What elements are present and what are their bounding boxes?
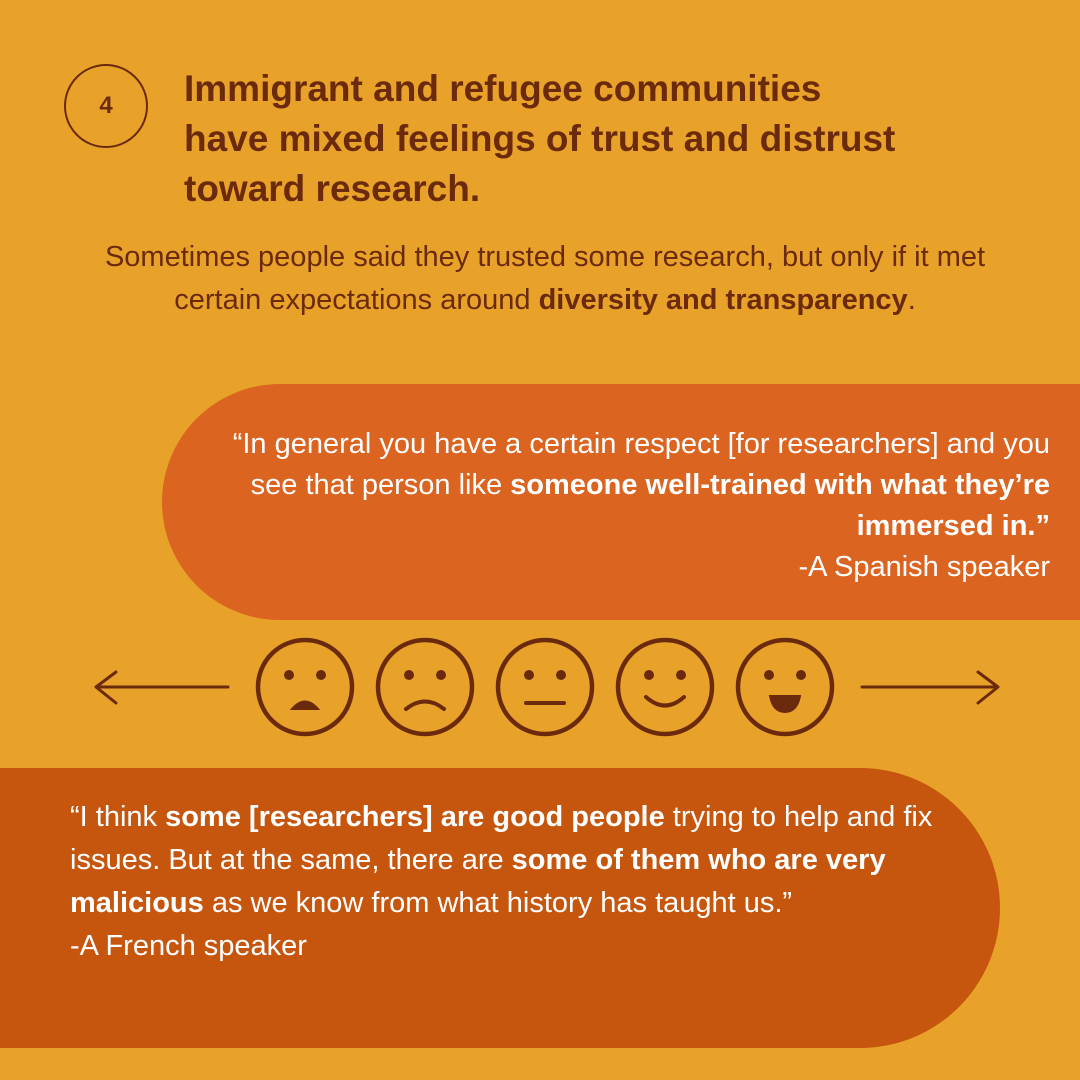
headline-line-3: toward research. — [184, 168, 481, 209]
french-quote-bubble — [0, 768, 1000, 1048]
happy-face-icon — [735, 637, 835, 737]
spanish-quote-bubble — [162, 384, 1080, 620]
headline-line-2: have mixed feelings of trust and distrus… — [184, 118, 896, 159]
very-unhappy-face-icon — [255, 637, 355, 737]
french-quote-emphasis-2: some of them who are very malicious — [70, 844, 886, 919]
spanish-quote-text: “In general you have a certain respect [… — [232, 428, 1050, 501]
headline-line-1: Immigrant and refugee communities — [184, 68, 822, 109]
step-number-badge: 4 — [64, 64, 148, 148]
headline: Immigrant and refugee communities have m… — [184, 64, 1004, 214]
french-quote: “I think some [researchers] are good peo… — [70, 796, 950, 968]
step-number: 4 — [99, 92, 113, 119]
smiling-face-icon — [615, 637, 715, 737]
french-quote-emphasis-1: some [researchers] are good people — [165, 801, 665, 833]
spanish-quote-emphasis: someone well-trained with what they’re i… — [510, 469, 1050, 542]
french-quote-attribution: -A French speaker — [70, 930, 307, 962]
french-quote-text-2: trying to help and fix issues. But at th… — [70, 801, 933, 876]
french-quote-text-3: as we know from what history has taught … — [203, 887, 793, 919]
spanish-quote: “In general you have a certain respect [… — [190, 424, 1050, 588]
intro-text: Sometimes people said they trusted some … — [104, 241, 986, 316]
arrow-right-icon — [860, 670, 1000, 705]
intro-emphasis: diversity and transparency — [538, 284, 908, 316]
neutral-face-icon — [495, 637, 595, 737]
sentiment-scale — [94, 637, 1000, 737]
intro-period: . — [907, 284, 916, 316]
french-quote-text-1: “I think — [70, 801, 166, 833]
spanish-quote-attribution: -A Spanish speaker — [798, 551, 1050, 583]
arrow-left-icon — [94, 670, 230, 705]
intro-paragraph: Sometimes people said they trusted some … — [90, 236, 1000, 322]
sad-face-icon — [375, 637, 475, 737]
